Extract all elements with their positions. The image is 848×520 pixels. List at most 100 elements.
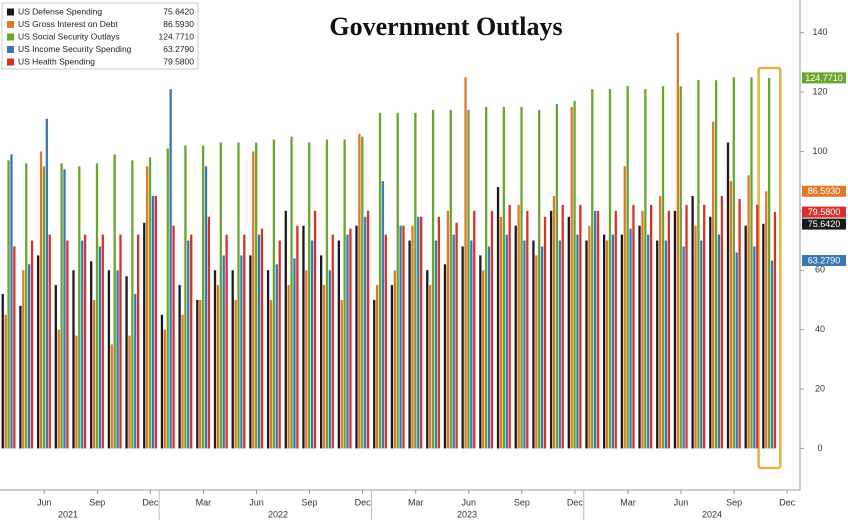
- x-tick-label: Sep: [302, 497, 318, 507]
- bar: [623, 166, 626, 449]
- bar: [151, 196, 155, 449]
- bar: [611, 234, 615, 449]
- bar: [302, 225, 305, 449]
- bar: [72, 270, 75, 449]
- year-label: 2024: [702, 509, 722, 519]
- bar: [95, 163, 99, 449]
- value-tag-label: 124.7710: [805, 73, 843, 83]
- bar: [399, 225, 402, 449]
- bar: [700, 240, 703, 449]
- bar: [526, 210, 529, 449]
- bar: [461, 246, 464, 449]
- bar: [81, 240, 84, 449]
- bar: [154, 196, 158, 449]
- bar: [311, 240, 314, 449]
- x-tick-label: Dec: [779, 497, 796, 507]
- bar: [679, 86, 682, 449]
- bar: [747, 175, 750, 449]
- bar: [296, 225, 299, 449]
- bar: [63, 169, 66, 449]
- bar: [361, 136, 364, 449]
- bar: [19, 305, 22, 449]
- x-tick-label: Mar: [196, 497, 212, 507]
- bar: [148, 157, 152, 449]
- bar: [237, 142, 240, 449]
- bar: [673, 210, 677, 449]
- bar: [768, 77, 771, 449]
- bar: [434, 240, 438, 449]
- bar: [538, 109, 541, 449]
- bar: [431, 109, 435, 449]
- bar: [293, 258, 296, 449]
- y-tick-label: 120: [812, 86, 827, 96]
- bar: [517, 204, 520, 449]
- bar: [119, 234, 122, 449]
- bar: [355, 225, 358, 449]
- value-tag-label: 63.2790: [808, 255, 841, 265]
- bar: [207, 216, 211, 449]
- bar: [54, 285, 57, 449]
- bar: [219, 142, 222, 449]
- bar: [364, 216, 367, 449]
- year-label: 2023: [457, 509, 477, 519]
- bar: [508, 204, 511, 449]
- bar: [190, 234, 193, 449]
- bar: [116, 270, 119, 449]
- bar: [443, 264, 447, 449]
- highlight-box: [757, 66, 782, 470]
- bar: [349, 228, 352, 449]
- bar: [172, 225, 175, 449]
- bar: [375, 285, 379, 449]
- bar: [638, 225, 641, 449]
- bar: [756, 204, 759, 449]
- bar: [45, 118, 48, 449]
- bar: [426, 270, 429, 449]
- y-tick-label: 40: [815, 324, 825, 334]
- bar: [373, 299, 376, 449]
- bar: [169, 89, 172, 449]
- legend-label: US Health Spending: [18, 56, 95, 66]
- y-tick-label: 20: [815, 383, 825, 393]
- value-tag-label: 86.5930: [808, 186, 841, 196]
- x-tick-label: Dec: [567, 497, 584, 507]
- bar: [366, 210, 370, 449]
- bar: [414, 112, 417, 449]
- bar: [573, 100, 576, 449]
- year-label: 2021: [58, 509, 78, 519]
- bar: [252, 151, 255, 449]
- bar: [255, 142, 258, 449]
- bar: [42, 166, 46, 449]
- bar: [337, 240, 340, 449]
- bar: [555, 103, 559, 449]
- bar: [685, 204, 688, 449]
- bar: [131, 160, 134, 449]
- legend: US Defense Spending 75.6420 US Gross Inter…: [1, 2, 199, 70]
- bar: [446, 210, 450, 449]
- bar: [396, 112, 399, 449]
- bar: [520, 106, 523, 449]
- legend-swatch: [7, 46, 14, 53]
- bar: [647, 234, 650, 449]
- legend-value: 63.2790: [163, 44, 194, 54]
- bar: [632, 204, 635, 449]
- bar: [664, 240, 668, 449]
- bar: [201, 145, 205, 449]
- bar: [697, 80, 700, 449]
- bar: [225, 234, 228, 449]
- bar: [532, 240, 535, 449]
- bar: [594, 210, 597, 449]
- chart-title: Government Outlays: [329, 12, 562, 41]
- bar: [287, 285, 290, 449]
- bar: [505, 234, 508, 449]
- bar: [487, 246, 491, 449]
- bar: [703, 204, 706, 449]
- bar: [561, 204, 564, 449]
- bar: [128, 335, 131, 449]
- bar: [535, 255, 538, 449]
- bar: [540, 246, 544, 449]
- legend-box: [1, 2, 199, 70]
- bar: [98, 246, 102, 449]
- bar: [30, 240, 34, 449]
- bar: [620, 234, 624, 449]
- bar: [27, 264, 31, 449]
